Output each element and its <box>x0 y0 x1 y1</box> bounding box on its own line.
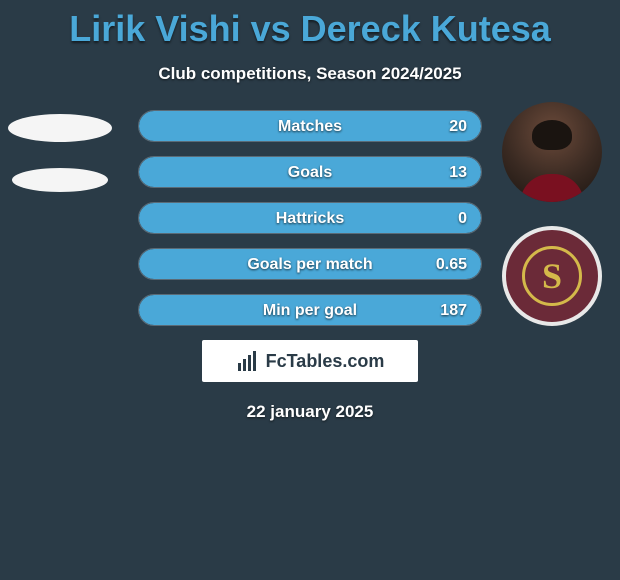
player-left-photo-placeholder <box>8 114 112 142</box>
subtitle: Club competitions, Season 2024/2025 <box>0 64 620 84</box>
footer-brand-text: FcTables.com <box>266 351 385 372</box>
chart-bars-icon <box>236 349 260 373</box>
stat-value-right: 20 <box>449 111 467 142</box>
page-title: Lirik Vishi vs Dereck Kutesa <box>0 0 620 50</box>
stat-row: Goals13 <box>138 156 482 188</box>
stat-label: Hattricks <box>139 203 481 234</box>
club-badge-letter: S <box>522 246 582 306</box>
stat-value-right: 0 <box>458 203 467 234</box>
comparison-content: S Matches20 Goals13 Hattricks0 Goals per ma… <box>0 110 620 326</box>
player-right-club-badge: S <box>502 226 602 326</box>
stat-row: Goals per match0.65 <box>138 248 482 280</box>
stat-label: Min per goal <box>139 295 481 326</box>
footer-brand: FcTables.com <box>202 340 418 382</box>
stat-label: Matches <box>139 111 481 142</box>
player-left-club-placeholder <box>12 168 108 192</box>
stat-row: Hattricks0 <box>138 202 482 234</box>
stat-label: Goals per match <box>139 249 481 280</box>
player-right-column: S <box>496 102 608 326</box>
footer-date: 22 january 2025 <box>0 402 620 422</box>
stat-row: Matches20 <box>138 110 482 142</box>
stat-value-right: 187 <box>440 295 467 326</box>
stats-bars: Matches20 Goals13 Hattricks0 Goals per matc… <box>138 110 482 326</box>
player-left-column <box>0 110 120 192</box>
player-right-photo <box>502 102 602 202</box>
stat-label: Goals <box>139 157 481 188</box>
stat-row: Min per goal187 <box>138 294 482 326</box>
stat-value-right: 13 <box>449 157 467 188</box>
stat-value-right: 0.65 <box>436 249 467 280</box>
